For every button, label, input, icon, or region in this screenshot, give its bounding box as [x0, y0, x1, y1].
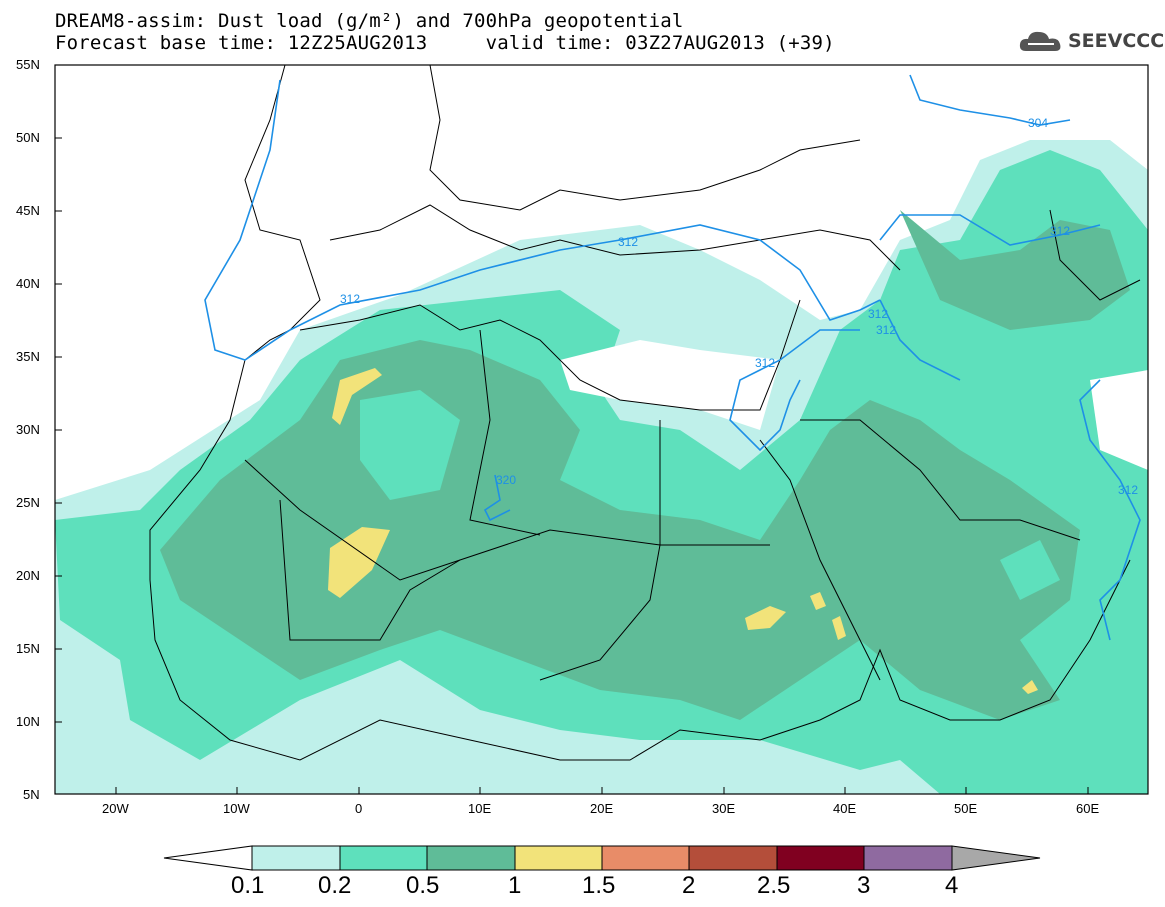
colorbar-over	[951, 845, 1041, 871]
title-line-2: Forecast base time: 12Z25AUG2013 valid t…	[55, 32, 835, 54]
seevccc-logo: SEEVCCC	[1018, 27, 1164, 55]
contour-label: 304	[1028, 116, 1048, 130]
lon-label: 10E	[468, 801, 492, 816]
title-line-1: DREAM8-assim: Dust load (g/m²) and 700hP…	[55, 10, 684, 32]
dust-area-peak-1	[328, 527, 390, 598]
lat-label: 10N	[16, 714, 40, 729]
colorbar-label: 1	[508, 872, 522, 899]
coastlines	[149, 65, 1141, 761]
contour-label: 312	[868, 307, 888, 321]
colorbar-label: 2.5	[757, 872, 791, 899]
lat-label: 5N	[23, 787, 40, 802]
lat-label: 45N	[16, 203, 40, 218]
lon-label: 10W	[223, 801, 250, 816]
colorbar-label: 0.1	[231, 872, 265, 899]
colorbar-bin	[339, 845, 428, 871]
colorbar-label: 1.5	[582, 872, 616, 899]
dust-area-peak-5	[810, 592, 826, 610]
lon-label: 50E	[954, 801, 978, 816]
lon-label: 20W	[102, 801, 129, 816]
contour-labels: 304 312 312 312 312 312 312 312 320	[340, 116, 1138, 497]
colorbar-bin	[426, 845, 516, 871]
axis-ticks	[55, 64, 1089, 794]
colorbar	[163, 845, 1041, 871]
lon-label: 30E	[712, 801, 736, 816]
lat-label: 20N	[16, 568, 40, 583]
clear-area-med	[560, 340, 780, 430]
dust-area-peak-3	[745, 606, 786, 630]
colorbar-label: 3	[857, 872, 871, 899]
colorbar-bin	[776, 845, 865, 871]
colorbar-bin	[688, 845, 778, 871]
lat-label: 25N	[16, 495, 40, 510]
lat-label: 30N	[16, 422, 40, 437]
contour-label: 312	[1050, 224, 1070, 238]
logo-text: SEEVCCC	[1068, 30, 1165, 52]
contour-label: 312	[618, 235, 638, 249]
dust-area-peak-6	[832, 616, 846, 640]
colorbar-label: 0.2	[318, 872, 352, 899]
contour-label: 312	[340, 292, 360, 306]
dust-hole-1	[360, 390, 460, 500]
colorbar-label: 4	[945, 872, 959, 899]
lon-label: 0	[355, 801, 363, 816]
lat-label: 40N	[16, 276, 40, 291]
dust-area-peak-2	[332, 368, 382, 425]
contour-label: 312	[1118, 483, 1138, 497]
contour-label: 312	[876, 323, 896, 337]
colorbar-bin	[601, 845, 690, 871]
colorbar-bin	[251, 845, 341, 871]
clear-area-east	[1090, 370, 1148, 470]
colorbar-label: 0.5	[406, 872, 440, 899]
colorbar-under	[163, 845, 253, 871]
geopotential-contours	[204, 74, 1141, 641]
dust-area-high	[160, 210, 1130, 720]
contour-label: 320	[496, 473, 516, 487]
contour-label: 312	[755, 356, 775, 370]
dust-hole-2	[1000, 540, 1060, 600]
cloud-icon	[1019, 31, 1061, 51]
lat-label: 15N	[16, 641, 40, 656]
colorbar-label: 2	[682, 872, 696, 899]
dust-area-peak-4	[1022, 680, 1038, 694]
lon-label: 60E	[1076, 801, 1100, 816]
colorbar-bin	[514, 845, 603, 871]
lon-label: 40E	[833, 801, 857, 816]
lat-label: 55N	[16, 57, 40, 72]
colorbar-bin	[863, 845, 953, 871]
lon-label: 20E	[590, 801, 614, 816]
dust-fields	[55, 65, 1148, 794]
lat-label: 50N	[16, 130, 40, 145]
lat-label: 35N	[16, 349, 40, 364]
